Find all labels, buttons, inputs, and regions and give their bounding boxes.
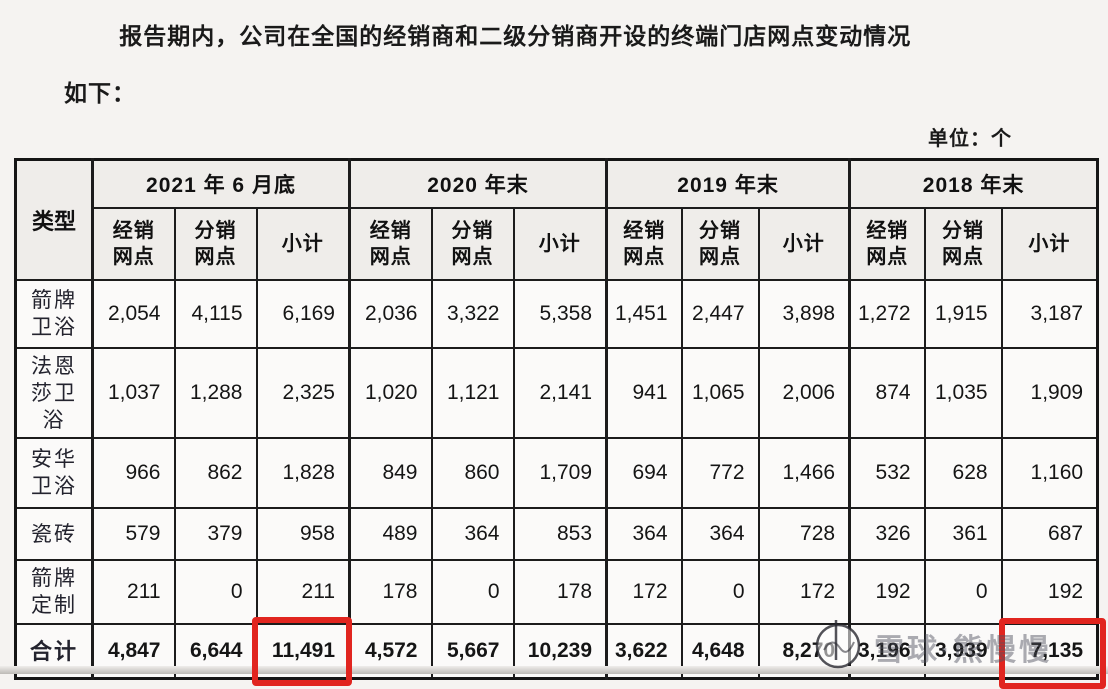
data-cell: 1,035 <box>923 347 1003 439</box>
data-cell: 178 <box>512 559 608 625</box>
data-cell: 1,451 <box>605 279 683 349</box>
data-cell: 687 <box>1000 507 1099 561</box>
data-cell: 853 <box>512 507 608 561</box>
data-cell: 532 <box>848 437 926 509</box>
data-cell: 1,065 <box>680 347 760 439</box>
data-cell: 0 <box>173 559 258 625</box>
table-row-annwa: 安华 卫浴 966 862 1,828 849 860 1,709 694 77… <box>14 437 1099 509</box>
network-table-wrapper: 类型 2021 年 6 月底 2020 年末 2019 年末 2018 年末 经… <box>14 158 1108 689</box>
data-cell: 1,466 <box>757 437 851 509</box>
year-header-row: 类型 2021 年 6 月底 2020 年末 2019 年末 2018 年末 <box>14 158 1099 281</box>
data-cell: 0 <box>430 559 515 625</box>
data-cell: 0 <box>923 559 1003 625</box>
year-group-2018: 2018 年末 <box>848 158 1099 209</box>
data-cell: 1,037 <box>91 347 176 439</box>
data-cell: 2,036 <box>348 279 433 349</box>
year-group-2020: 2020 年末 <box>347 158 608 209</box>
data-cell: 2,325 <box>255 347 351 439</box>
data-cell: 1,909 <box>1000 347 1099 439</box>
sub-header-cell: 经销 网点 <box>605 207 683 281</box>
data-cell: 211 <box>255 559 351 625</box>
row-label: 箭牌 卫浴 <box>14 279 94 349</box>
data-cell: 1,272 <box>848 279 926 349</box>
table-row-arrow-sanitary: 箭牌 卫浴 2,054 4,115 6,169 2,036 3,322 5,35… <box>14 279 1099 349</box>
data-cell: 192 <box>848 559 926 625</box>
data-cell: 364 <box>430 507 515 561</box>
data-cell: 728 <box>757 507 851 561</box>
data-cell: 2,054 <box>91 279 176 349</box>
data-cell: 379 <box>173 507 258 561</box>
data-cell: 958 <box>255 507 351 561</box>
data-cell: 3,322 <box>430 279 515 349</box>
sub-header-cell: 小计 <box>1000 207 1099 281</box>
sub-header-cell: 经销 网点 <box>348 207 433 281</box>
data-cell: 1,709 <box>512 437 608 509</box>
data-cell: 1,121 <box>430 347 515 439</box>
row-label: 法恩 莎卫 浴 <box>14 347 94 439</box>
data-cell: 628 <box>923 437 1003 509</box>
sub-header-cell: 经销 网点 <box>91 207 176 281</box>
data-cell: 361 <box>923 507 1003 561</box>
data-cell: 192 <box>1000 559 1099 625</box>
data-cell: 5,358 <box>512 279 608 349</box>
data-cell: 364 <box>680 507 760 561</box>
data-cell: 862 <box>173 437 258 509</box>
data-cell: 2,141 <box>512 347 608 439</box>
corner-header-cell: 类型 <box>14 158 94 281</box>
data-cell: 874 <box>848 347 926 439</box>
screenshot-bottom-edge <box>0 666 1108 674</box>
sub-header-cell: 分销 网点 <box>430 207 515 281</box>
data-cell: 941 <box>605 347 683 439</box>
data-cell: 6,169 <box>255 279 351 349</box>
data-cell: 1,828 <box>255 437 351 509</box>
intro-line-1: 报告期内，公司在全国的经销商和二级分销商开设的终端门店网点变动情况 <box>119 24 912 49</box>
data-cell: 172 <box>757 559 851 625</box>
data-cell: 1,160 <box>1000 437 1099 509</box>
data-cell: 1,288 <box>173 347 258 439</box>
data-cell: 3,187 <box>1000 279 1099 349</box>
data-cell: 579 <box>91 507 176 561</box>
table-row-faenza: 法恩 莎卫 浴 1,037 1,288 2,325 1,020 1,121 2,… <box>14 347 1099 439</box>
sub-header-cell: 分销 网点 <box>173 207 258 281</box>
data-cell: 2,447 <box>680 279 760 349</box>
sub-header-cell: 分销 网点 <box>923 207 1003 281</box>
data-cell: 1,020 <box>348 347 433 439</box>
unit-label: 单位：个 <box>928 128 1012 150</box>
data-cell: 4,115 <box>173 279 258 349</box>
data-cell: 1,915 <box>923 279 1003 349</box>
table-row-tiles: 瓷砖 579 379 958 489 364 853 364 364 728 3… <box>14 507 1099 561</box>
sub-header-cell: 小计 <box>757 207 851 281</box>
data-cell: 172 <box>605 559 683 625</box>
data-cell: 966 <box>91 437 176 509</box>
year-group-2019: 2019 年末 <box>605 158 851 209</box>
data-cell: 178 <box>348 559 433 625</box>
sub-header-cell: 小计 <box>512 207 608 281</box>
data-cell: 849 <box>348 437 433 509</box>
data-cell: 860 <box>430 437 515 509</box>
data-cell: 364 <box>605 507 683 561</box>
year-group-2021: 2021 年 6 月底 <box>91 158 351 209</box>
data-cell: 211 <box>91 559 176 625</box>
row-label: 箭牌 定制 <box>14 559 94 625</box>
row-label: 瓷砖 <box>14 507 94 561</box>
data-cell: 3,898 <box>757 279 851 349</box>
sub-header-cell: 分销 网点 <box>680 207 760 281</box>
table-row-arrow-custom: 箭牌 定制 211 0 211 178 0 178 172 0 172 192 … <box>14 559 1099 625</box>
row-label: 安华 卫浴 <box>14 437 94 509</box>
data-cell: 694 <box>605 437 683 509</box>
data-cell: 772 <box>680 437 760 509</box>
intro-paragraph: 报告期内，公司在全国的经销商和二级分销商开设的终端门店网点变动情况 如下： <box>64 8 1066 122</box>
sub-header-row: 经销 网点 分销 网点 小计 经销 网点 分销 网点 小计 经销 网点 分销 网… <box>16 207 1099 281</box>
data-cell: 0 <box>680 559 760 625</box>
data-cell: 326 <box>848 507 926 561</box>
network-table: 类型 2021 年 6 月底 2020 年末 2019 年末 2018 年末 经… <box>14 158 1108 689</box>
data-cell: 2,006 <box>757 347 851 439</box>
data-cell: 489 <box>348 507 433 561</box>
sub-header-cell: 经销 网点 <box>848 207 926 281</box>
sub-header-cell: 小计 <box>255 207 351 281</box>
intro-line-2: 如下： <box>64 81 136 106</box>
